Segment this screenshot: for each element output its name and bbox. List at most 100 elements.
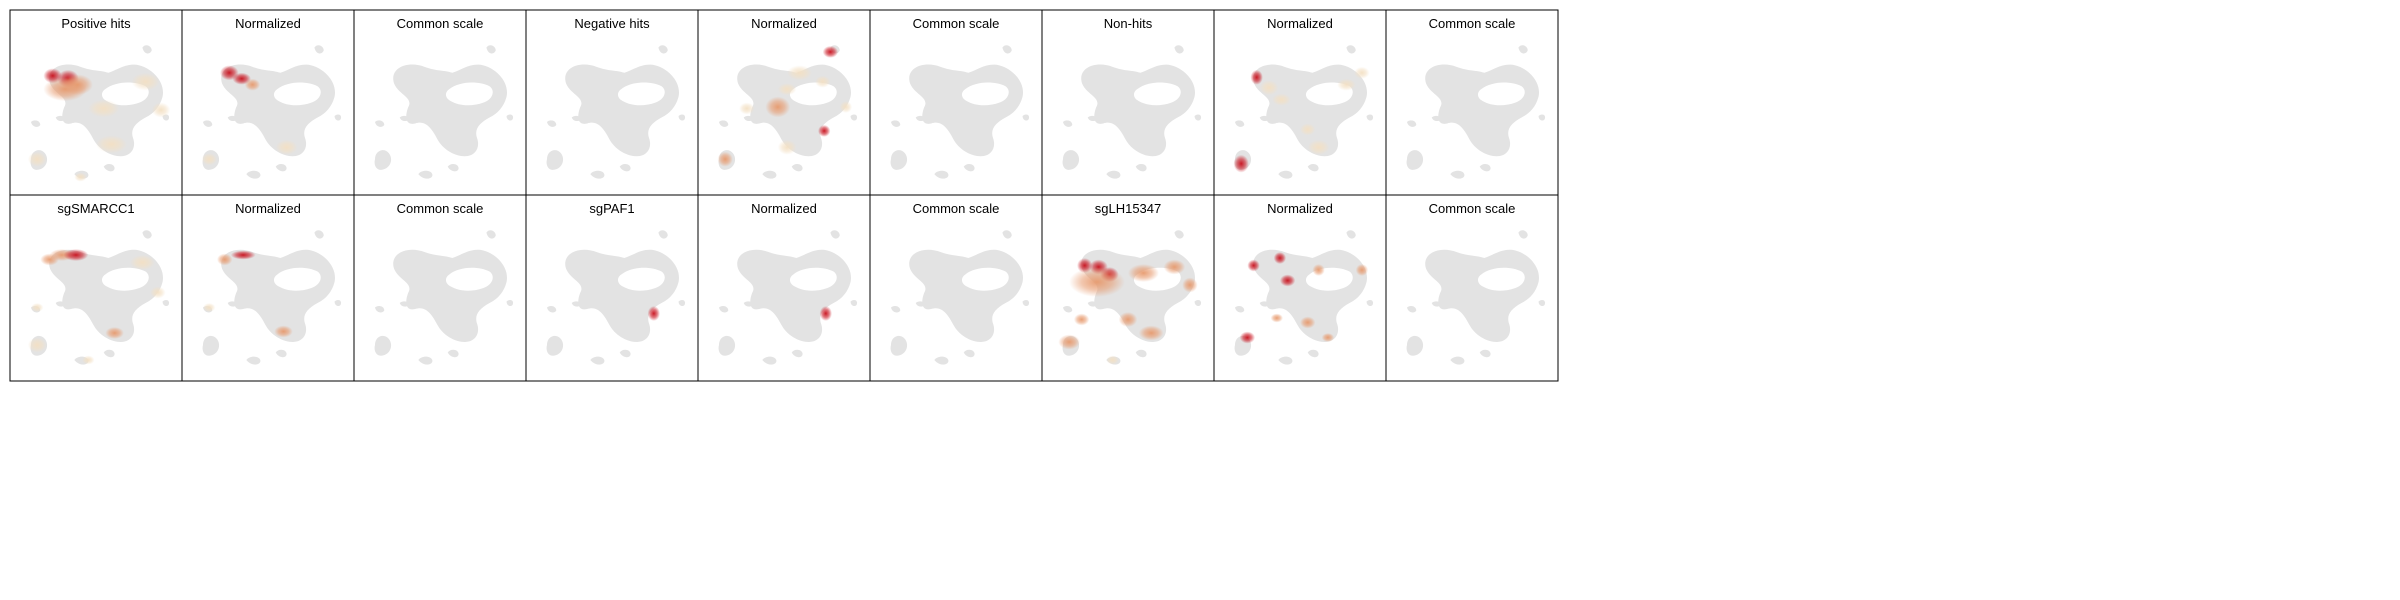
density-hotspot [647,306,660,321]
cell-cluster [1518,230,1528,239]
cell-cloud-gap [961,82,1009,106]
cell-cluster [1450,356,1465,365]
cell-cluster [142,230,152,239]
density-hotspot [151,102,171,118]
cell-cloud-gap [1133,82,1181,106]
cell-cluster [619,163,631,172]
cell-cluster [718,120,729,127]
cell-cloud-gap [617,82,665,106]
cell-cluster [1062,150,1080,170]
density-hotspot [1069,267,1125,297]
cell-cluster [227,115,238,122]
cell-cloud-gap [1477,267,1525,291]
cell-cluster [447,163,459,172]
cell-cluster [202,120,213,127]
cell-cluster [1406,120,1417,127]
cell-cluster [1431,301,1442,307]
umap-panel: Normalized [181,9,355,196]
density-hotspot [1247,259,1260,272]
density-hotspot [96,135,127,154]
cell-cluster [202,335,220,356]
cell-cloud-gap [789,267,837,291]
cell-cluster [1307,163,1319,172]
density-hotspot [822,45,839,58]
cell-cluster [374,150,392,170]
cell-cluster [1538,299,1546,307]
panel-title: Common scale [1429,16,1516,31]
cell-cluster [418,170,433,179]
density-hotspot [1321,333,1335,342]
umap-panel: Common scale [1385,194,1559,382]
umap-panel: Common scale [1385,9,1559,196]
panel-title: sgPAF1 [589,201,634,216]
panel-title: Normalized [235,201,301,216]
cell-cluster [890,335,908,356]
cell-cluster [1346,230,1356,239]
cell-embedding [202,45,342,179]
panel-title: Normalized [751,201,817,216]
umap-panel: Normalized [1213,9,1387,196]
umap-panel: Normalized [1213,194,1387,382]
cell-cluster [1431,115,1442,122]
density-hotspot [88,99,120,118]
cell-cluster [1002,45,1012,54]
density-hotspot [217,253,233,266]
density-hotspot [1250,69,1263,85]
density-hotspot [74,172,87,182]
density-hotspot [1279,274,1296,287]
density-hotspot [244,78,261,91]
density-hotspot [777,83,797,96]
cell-cluster [762,170,777,179]
cell-cloud-main [565,64,680,157]
density-hotspot [1272,93,1291,106]
cell-cluster [1366,299,1374,307]
density-hotspot [1073,313,1090,326]
cell-cluster [546,120,557,127]
density-hotspot [1300,316,1316,329]
density-hotspot [203,303,216,312]
cell-cluster [447,349,459,358]
panel-title: Positive hits [61,16,131,31]
density-hotspot [1354,66,1370,79]
cell-cluster [103,349,115,358]
density-hotspot [1337,78,1356,91]
cell-cluster [162,299,170,307]
cell-cluster [334,114,342,121]
cell-cluster [1062,120,1073,127]
cell-embedding [374,45,514,179]
density-hotspot [130,255,155,270]
cell-cluster [850,114,858,121]
cell-cluster [1346,45,1356,54]
cell-cloud-gap [1477,82,1525,106]
density-hotspot [31,303,44,312]
panel-title: Negative hits [574,16,650,31]
panel-title: Normalized [751,16,817,31]
cell-cluster [1106,170,1121,179]
cell-embedding [30,230,170,365]
cell-embedding [546,45,686,179]
cell-cluster [246,170,261,179]
cell-cluster [658,45,668,54]
cell-cloud-main [393,64,508,157]
density-hotspot [275,139,298,155]
panel-title: Common scale [397,16,484,31]
density-hotspot [717,151,733,167]
cell-cloud-gap [273,267,321,291]
cell-embedding [890,45,1030,179]
cell-cloud-gap [273,82,321,106]
density-hotspot [1106,355,1119,365]
density-hotspot [43,77,87,102]
panel-title: sgSMARCC1 [57,201,134,216]
cell-cluster [374,335,392,356]
density-hotspot [787,65,812,81]
cell-cluster [1135,349,1147,358]
density-hotspot [105,327,124,339]
cell-cluster [1062,305,1073,313]
cell-cluster [1022,299,1030,307]
cell-cluster [718,335,736,356]
cell-cluster [227,301,238,307]
density-hotspot [27,337,47,353]
cell-cluster [275,163,287,172]
density-hotspot [230,250,256,260]
cell-cluster [546,150,564,170]
